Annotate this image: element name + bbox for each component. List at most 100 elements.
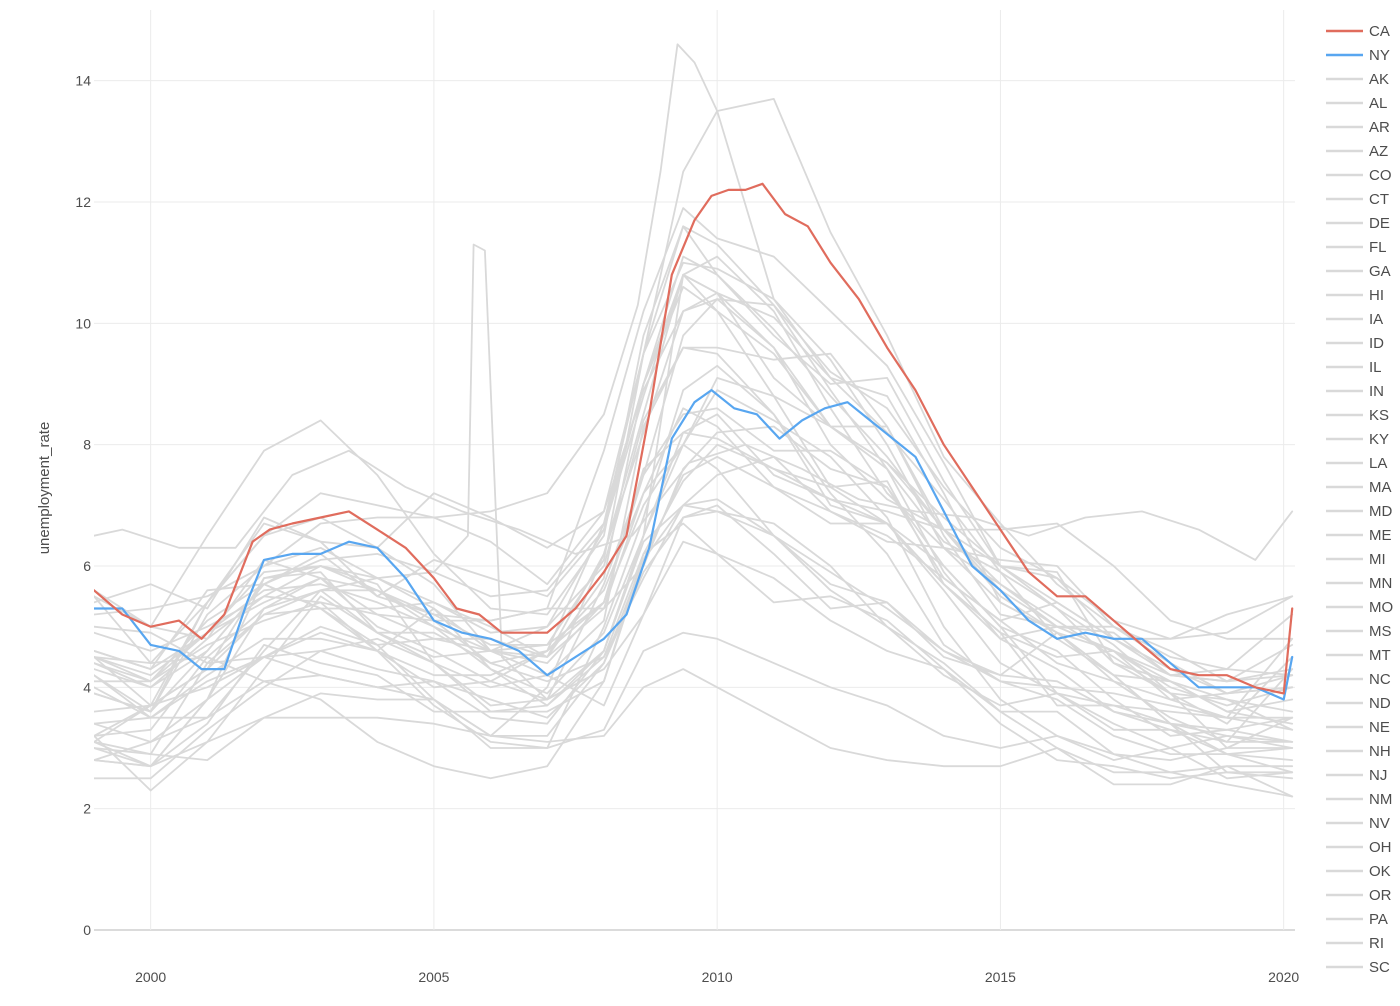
legend-item-nm[interactable]: NM bbox=[1326, 791, 1392, 808]
legend-item-ms[interactable]: MS bbox=[1326, 623, 1392, 640]
legend: CA NY AK AL AR AZ CO CT DE FL GA HI IA ID IL IN KS KY LA MA… bbox=[1326, 23, 1393, 976]
legend-item-mi[interactable]: MI bbox=[1326, 551, 1386, 568]
legend-label: DE bbox=[1369, 215, 1390, 232]
x-tick-label: 2010 bbox=[702, 969, 733, 985]
series-line-ga bbox=[94, 292, 1294, 725]
y-axis-title: unemployment_rate bbox=[36, 422, 53, 555]
legend-item-ks[interactable]: KS bbox=[1326, 407, 1389, 424]
legend-item-sc[interactable]: SC bbox=[1326, 959, 1390, 976]
legend-item-ak[interactable]: AK bbox=[1326, 71, 1389, 88]
series-line-la bbox=[94, 243, 1294, 701]
legend-label: ID bbox=[1369, 335, 1384, 352]
y-tick-label: 14 bbox=[75, 73, 91, 89]
series-line-nc bbox=[94, 261, 1294, 737]
legend-item-ky[interactable]: KY bbox=[1326, 431, 1389, 448]
series-line-al bbox=[94, 273, 1294, 749]
legend-item-ny[interactable]: NY bbox=[1326, 47, 1390, 64]
legend-label: ME bbox=[1369, 527, 1392, 544]
legend-label: MN bbox=[1369, 575, 1392, 592]
legend-item-co[interactable]: CO bbox=[1326, 167, 1392, 184]
legend-item-ct[interactable]: CT bbox=[1326, 191, 1389, 208]
legend-label: OH bbox=[1369, 839, 1392, 856]
y-tick-label: 12 bbox=[75, 194, 91, 210]
x-tick-label: 2000 bbox=[135, 969, 166, 985]
legend-item-in[interactable]: IN bbox=[1326, 383, 1384, 400]
legend-item-mt[interactable]: MT bbox=[1326, 647, 1391, 664]
legend-item-pa[interactable]: PA bbox=[1326, 911, 1388, 928]
legend-item-az[interactable]: AZ bbox=[1326, 143, 1388, 160]
x-tick-label: 2005 bbox=[418, 969, 449, 985]
legend-item-ok[interactable]: OK bbox=[1326, 863, 1391, 880]
series-line-mi bbox=[94, 43, 1294, 713]
legend-item-nv[interactable]: NV bbox=[1326, 815, 1390, 832]
legend-label: AK bbox=[1369, 71, 1389, 88]
series-line-nh bbox=[94, 522, 1294, 780]
legend-label: IA bbox=[1369, 311, 1383, 328]
series-line-ia bbox=[94, 540, 1294, 780]
legend-label: OR bbox=[1369, 887, 1392, 904]
legend-label: MI bbox=[1369, 551, 1386, 568]
legend-label: OK bbox=[1369, 863, 1391, 880]
series-line-ms bbox=[94, 298, 1294, 640]
legend-label: MS bbox=[1369, 623, 1392, 640]
legend-item-ri[interactable]: RI bbox=[1326, 935, 1384, 952]
series-line-ca bbox=[94, 182, 1294, 695]
series-line-co bbox=[94, 389, 1294, 780]
series-line-ny bbox=[94, 389, 1294, 701]
legend-label: PA bbox=[1369, 911, 1388, 928]
series-lines bbox=[94, 43, 1294, 798]
legend-item-il[interactable]: IL bbox=[1326, 359, 1382, 376]
legend-label: NE bbox=[1369, 719, 1390, 736]
legend-label: FL bbox=[1369, 239, 1387, 256]
legend-label: ND bbox=[1369, 695, 1391, 712]
legend-label: NV bbox=[1369, 815, 1390, 832]
legend-item-de[interactable]: DE bbox=[1326, 215, 1390, 232]
legend-label: KS bbox=[1369, 407, 1389, 424]
y-tick-label: 6 bbox=[83, 558, 91, 574]
legend-item-hi[interactable]: HI bbox=[1326, 287, 1384, 304]
legend-item-or[interactable]: OR bbox=[1326, 887, 1392, 904]
legend-item-oh[interactable]: OH bbox=[1326, 839, 1392, 856]
legend-item-fl[interactable]: FL bbox=[1326, 239, 1387, 256]
series-line-ri bbox=[94, 207, 1294, 725]
legend-item-ar[interactable]: AR bbox=[1326, 119, 1390, 136]
legend-label: MO bbox=[1369, 599, 1393, 616]
legend-item-nj[interactable]: NJ bbox=[1326, 767, 1387, 784]
legend-item-la[interactable]: LA bbox=[1326, 455, 1387, 472]
legend-item-ma[interactable]: MA bbox=[1326, 479, 1392, 496]
legend-item-al[interactable]: AL bbox=[1326, 95, 1387, 112]
legend-item-ia[interactable]: IA bbox=[1326, 311, 1383, 328]
legend-item-ne[interactable]: NE bbox=[1326, 719, 1390, 736]
legend-item-id[interactable]: ID bbox=[1326, 335, 1384, 352]
legend-item-me[interactable]: ME bbox=[1326, 527, 1392, 544]
series-line-ak bbox=[94, 443, 1294, 561]
x-tick-label: 2020 bbox=[1268, 969, 1299, 985]
legend-label: RI bbox=[1369, 935, 1384, 952]
legend-label: AR bbox=[1369, 119, 1390, 136]
legend-label: HI bbox=[1369, 287, 1384, 304]
legend-item-ga[interactable]: GA bbox=[1326, 263, 1391, 280]
legend-label: SC bbox=[1369, 959, 1390, 976]
legend-label: CO bbox=[1369, 167, 1392, 184]
legend-label: MT bbox=[1369, 647, 1391, 664]
legend-label: NJ bbox=[1369, 767, 1387, 784]
series-line-il bbox=[94, 255, 1294, 695]
legend-item-ca[interactable]: CA bbox=[1326, 23, 1390, 40]
series-line-me bbox=[94, 431, 1294, 755]
legend-item-nc[interactable]: NC bbox=[1326, 671, 1391, 688]
legend-item-nh[interactable]: NH bbox=[1326, 743, 1391, 760]
legend-item-md[interactable]: MD bbox=[1326, 503, 1392, 520]
series-line-mn bbox=[94, 443, 1294, 761]
series-line-md bbox=[94, 455, 1294, 731]
legend-item-mo[interactable]: MO bbox=[1326, 599, 1393, 616]
series-line-ky bbox=[94, 273, 1294, 683]
legend-label: CA bbox=[1369, 23, 1390, 40]
legend-item-mn[interactable]: MN bbox=[1326, 575, 1392, 592]
legend-label: MA bbox=[1369, 479, 1392, 496]
axes: 0 2 4 6 8 10 12 14 2000 2005 2010 2015 2020 bbox=[75, 73, 1299, 985]
y-tick-label: 10 bbox=[75, 315, 91, 331]
legend-item-nd[interactable]: ND bbox=[1326, 695, 1391, 712]
legend-label: AL bbox=[1369, 95, 1387, 112]
legend-label: NH bbox=[1369, 743, 1391, 760]
